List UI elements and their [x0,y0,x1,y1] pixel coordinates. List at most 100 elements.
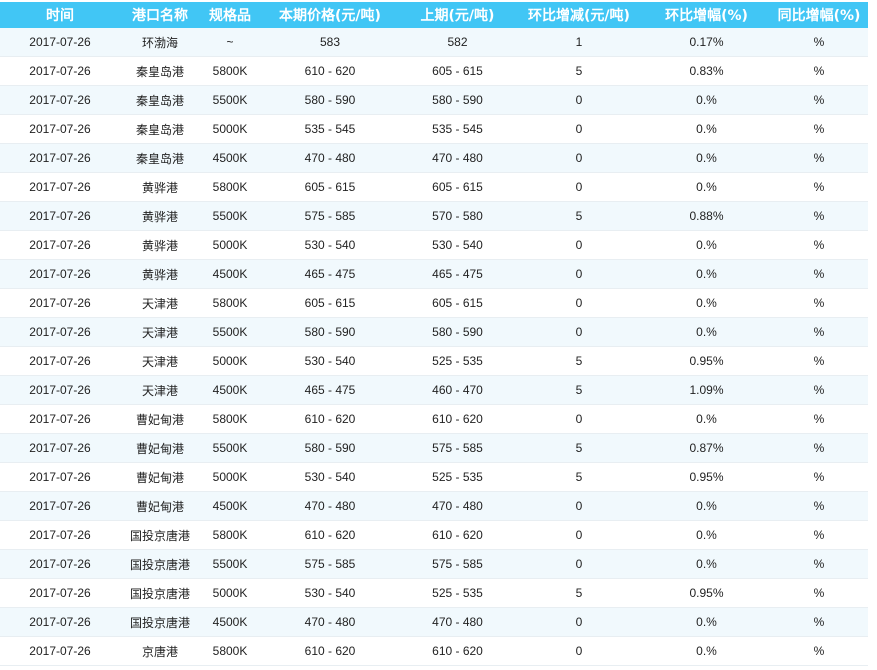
table-row: 2017-07-26 黄骅港 4500K 465 - 475 465 - 475 0 0.%… [0,259,868,289]
table-row: 2017-07-26 京唐港 5800K 610 - 620 610 - 620 0 0.%… [0,636,868,666]
cell-mom-change: 0 [515,85,643,115]
cell-yoy-pct: % [770,172,868,202]
cell-mom-change: 0 [515,230,643,260]
cell-mom-pct: 1.09% [643,375,770,405]
cell-port: 天津港 [120,288,200,318]
cell-previous-price: 470 - 480 [400,491,515,521]
cell-grade: 5500K [200,549,260,579]
cell-date: 2017-07-26 [0,288,120,318]
cell-date: 2017-07-26 [0,114,120,144]
cell-port: 国投京唐港 [120,607,200,637]
cell-mom-pct: 0.% [643,172,770,202]
cell-port: 秦皇岛港 [120,114,200,144]
cell-current-price: 530 - 540 [260,346,400,376]
cell-mom-change: 5 [515,578,643,608]
cell-current-price: 465 - 475 [260,259,400,289]
cell-mom-change: 0 [515,288,643,318]
cell-yoy-pct: % [770,56,868,86]
cell-date: 2017-07-26 [0,462,120,492]
cell-yoy-pct: % [770,404,868,434]
cell-yoy-pct: % [770,375,868,405]
cell-mom-pct: 0.% [643,143,770,173]
cell-yoy-pct: % [770,491,868,521]
cell-mom-pct: 0.88% [643,201,770,231]
cell-current-price: 575 - 585 [260,549,400,579]
table-row: 2017-07-26 国投京唐港 5000K 530 - 540 525 - 535 5 0… [0,578,868,608]
table-row: 2017-07-26 曹妃甸港 5000K 530 - 540 525 - 535 5 0.… [0,462,868,492]
cell-mom-change: 5 [515,433,643,463]
cell-current-price: 470 - 480 [260,143,400,173]
table-row: 2017-07-26 秦皇岛港 5500K 580 - 590 580 - 590 0 0.… [0,85,868,115]
cell-date: 2017-07-26 [0,433,120,463]
cell-yoy-pct: % [770,607,868,637]
cell-mom-change: 0 [515,549,643,579]
cell-grade: 4500K [200,607,260,637]
cell-previous-price: 530 - 540 [400,230,515,260]
cell-port: 天津港 [120,317,200,347]
cell-mom-pct: 0.% [643,607,770,637]
cell-grade: 5000K [200,346,260,376]
table-row: 2017-07-26 黄骅港 5800K 605 - 615 605 - 615 0 0.%… [0,172,868,202]
cell-mom-change: 0 [515,317,643,347]
cell-yoy-pct: % [770,85,868,115]
table-row: 2017-07-26 秦皇岛港 4500K 470 - 480 470 - 480 0 0.… [0,143,868,173]
cell-port: 环渤海 [120,28,200,57]
table-row: 2017-07-26 曹妃甸港 5500K 580 - 590 575 - 585 5 0.… [0,433,868,463]
cell-mom-pct: 0.17% [643,28,770,57]
cell-mom-change: 0 [515,491,643,521]
cell-date: 2017-07-26 [0,375,120,405]
column-header-port: 港口名称 [120,2,200,28]
cell-current-price: 535 - 545 [260,114,400,144]
table-row: 2017-07-26 天津港 4500K 465 - 475 460 - 470 5 1.0… [0,375,868,405]
cell-yoy-pct: % [770,114,868,144]
cell-grade: 5000K [200,230,260,260]
column-header-mom-pct: 环比增幅(%) [643,2,770,28]
cell-current-price: 465 - 475 [260,375,400,405]
cell-previous-price: 605 - 615 [400,56,515,86]
cell-mom-pct: 0.87% [643,433,770,463]
cell-port: 黄骅港 [120,230,200,260]
cell-previous-price: 610 - 620 [400,404,515,434]
cell-previous-price: 470 - 480 [400,143,515,173]
cell-grade: 5800K [200,404,260,434]
cell-yoy-pct: % [770,201,868,231]
cell-current-price: 583 [260,28,400,57]
cell-mom-change: 0 [515,404,643,434]
cell-current-price: 610 - 620 [260,404,400,434]
cell-yoy-pct: % [770,520,868,550]
cell-grade: 5800K [200,288,260,318]
cell-current-price: 470 - 480 [260,607,400,637]
cell-yoy-pct: % [770,317,868,347]
cell-previous-price: 525 - 535 [400,578,515,608]
cell-yoy-pct: % [770,549,868,579]
cell-grade: 5000K [200,578,260,608]
table-row: 2017-07-26 黄骅港 5000K 530 - 540 530 - 540 0 0.%… [0,230,868,260]
cell-port: 天津港 [120,346,200,376]
cell-grade: 5500K [200,85,260,115]
cell-port: 国投京唐港 [120,549,200,579]
cell-date: 2017-07-26 [0,143,120,173]
cell-mom-change: 0 [515,636,643,666]
cell-date: 2017-07-26 [0,230,120,260]
cell-mom-change: 0 [515,114,643,144]
table-row: 2017-07-26 国投京唐港 5800K 610 - 620 610 - 620 0 0… [0,520,868,550]
cell-mom-change: 0 [515,607,643,637]
cell-current-price: 610 - 620 [260,636,400,666]
cell-mom-pct: 0.% [643,85,770,115]
column-header-mom-change: 环比增减(元/吨) [515,2,643,28]
cell-mom-pct: 0.% [643,491,770,521]
cell-current-price: 530 - 540 [260,230,400,260]
cell-previous-price: 535 - 545 [400,114,515,144]
cell-mom-pct: 0.95% [643,346,770,376]
cell-port: 国投京唐港 [120,520,200,550]
cell-previous-price: 575 - 585 [400,433,515,463]
table-header: 时间 港口名称 规格品 本期价格(元/吨) 上期(元/吨) 环比增减(元/吨) 环比增幅(%… [0,2,868,28]
table-row: 2017-07-26 黄骅港 5500K 575 - 585 570 - 580 5 0.8… [0,201,868,231]
table-row: 2017-07-26 环渤海 ~583 582 1 0.17%% [0,28,868,57]
cell-previous-price: 580 - 590 [400,317,515,347]
cell-current-price: 580 - 590 [260,317,400,347]
cell-mom-pct: 0.83% [643,56,770,86]
cell-previous-price: 610 - 620 [400,636,515,666]
cell-grade: 5500K [200,433,260,463]
cell-port: 天津港 [120,375,200,405]
